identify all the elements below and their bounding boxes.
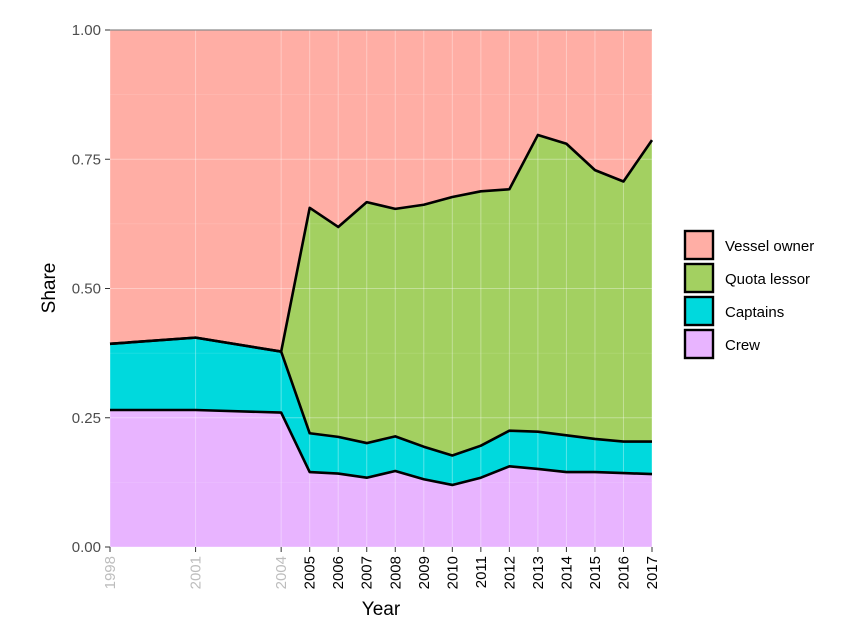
gridlines	[109, 29, 653, 548]
y-axis-title: Share	[39, 263, 60, 314]
x-tick-label: 2017	[644, 556, 661, 589]
x-tick-label: 1998	[102, 556, 119, 589]
legend-label: Quota lessor	[725, 271, 810, 288]
legend-swatch	[683, 262, 715, 294]
legend-swatch	[683, 295, 715, 327]
legend: Vessel owner Quota lessor Captains Crew	[683, 229, 814, 360]
legend-label: Crew	[725, 337, 760, 354]
y-tick-label: 1.00	[72, 22, 101, 39]
legend-item-captains: Captains	[683, 295, 784, 327]
y-tick-label: 0.00	[72, 539, 101, 556]
x-tick-label: 2007	[359, 556, 376, 589]
x-tick-label: 2011	[473, 556, 490, 588]
legend-item-crew: Crew	[683, 328, 760, 360]
x-tick-label: 2009	[416, 556, 433, 589]
legend-item-vessel-owner: Vessel owner	[683, 229, 814, 261]
x-axis-title: Year	[362, 599, 401, 620]
area-quota-lessor	[110, 134, 652, 456]
boundary-line-captains	[109, 336, 652, 457]
x-tick-label: 2014	[558, 556, 575, 589]
y-axis-ticks: 0.00 0.25 0.50 0.75 1.00	[72, 22, 110, 556]
x-tick-label: 2005	[302, 556, 319, 589]
area-boundary-lines	[109, 133, 654, 487]
y-tick-label: 0.25	[72, 410, 101, 427]
area-vessel-owner	[110, 30, 652, 352]
y-tick-label: 0.50	[72, 281, 101, 298]
legend-swatch	[683, 229, 715, 261]
y-tick-label: 0.75	[72, 151, 101, 168]
x-tick-label: 2001	[188, 556, 205, 589]
x-tick-label: 2015	[587, 556, 604, 589]
boundary-line-quota-lessor	[109, 133, 654, 353]
area-captains	[110, 337, 652, 485]
boundary-line-crew	[110, 408, 653, 487]
legend-item-quota-lessor: Quota lessor	[683, 262, 810, 294]
x-tick-label: 2008	[387, 556, 404, 589]
legend-label: Vessel owner	[725, 238, 814, 255]
x-tick-label: 2006	[330, 556, 347, 589]
legend-swatch	[683, 328, 715, 360]
x-tick-label: 2013	[530, 556, 547, 589]
x-tick-label: 2010	[444, 556, 461, 589]
area-crew	[110, 410, 652, 547]
x-tick-label: 2012	[501, 556, 518, 589]
legend-label: Captains	[725, 304, 784, 321]
area-layers	[110, 30, 652, 547]
x-tick-label: 2004	[273, 556, 290, 589]
x-tick-label: 2016	[615, 556, 632, 589]
x-axis-ticks: 1998 2001 2004 2005 2006 2007 2008 2009 2010 2011…	[102, 547, 661, 589]
